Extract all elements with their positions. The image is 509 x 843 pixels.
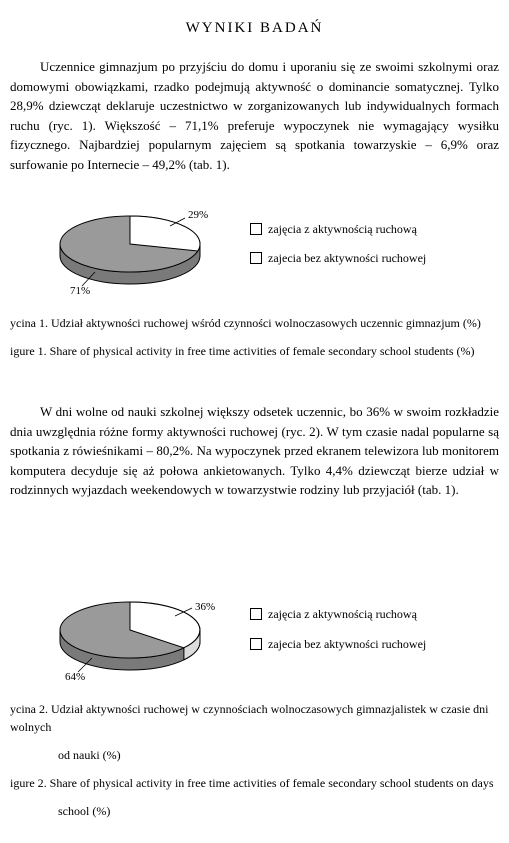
- chart-1: 29% 71% zajęcia z aktywnością ruchową za…: [40, 194, 499, 304]
- caption-2-pl-b: od nauki (%): [10, 746, 499, 764]
- caption-2-en-a: igure 2. Share of physical activity in f…: [10, 774, 499, 792]
- legend-swatch: [250, 638, 262, 650]
- legend-swatch: [250, 608, 262, 620]
- svg-text:64%: 64%: [65, 671, 85, 683]
- legend-item: zajęcia z aktywnością ruchową: [250, 605, 426, 624]
- pie-chart-2: 36% 64%: [40, 580, 220, 690]
- svg-text:29%: 29%: [188, 209, 208, 221]
- legend-label: zajecia bez aktywności ruchowej: [268, 635, 426, 654]
- caption-1-en: igure 1. Share of physical activity in f…: [10, 342, 499, 360]
- legend-2: zajęcia z aktywnością ruchową zajecia be…: [250, 605, 426, 663]
- caption-1-pl: ycina 1. Udział aktywności ruchowej wśró…: [10, 314, 499, 332]
- caption-2-pl-a: ycina 2. Udział aktywności ruchowej w cz…: [10, 700, 499, 736]
- chart-2: 36% 64% zajęcia z aktywnością ruchową za…: [40, 580, 499, 690]
- pie-chart-1: 29% 71%: [40, 194, 220, 304]
- legend-label: zajęcia z aktywnością ruchową: [268, 605, 417, 624]
- paragraph-2: W dni wolne od nauki szkolnej większy od…: [10, 402, 499, 500]
- legend-item: zajecia bez aktywności ruchowej: [250, 635, 426, 654]
- caption-2-en-b: school (%): [10, 802, 499, 820]
- legend-swatch: [250, 223, 262, 235]
- legend-item: zajęcia z aktywnością ruchową: [250, 220, 426, 239]
- legend-label: zajęcia z aktywnością ruchową: [268, 220, 417, 239]
- svg-text:36%: 36%: [195, 601, 215, 613]
- svg-text:71%: 71%: [70, 285, 90, 297]
- paragraph-1: Uczennice gimnazjum po przyjściu do domu…: [10, 57, 499, 174]
- section-title: WYNIKI BADAŃ: [10, 20, 499, 37]
- legend-1: zajęcia z aktywnością ruchową zajecia be…: [250, 220, 426, 278]
- legend-item: zajecia bez aktywności ruchowej: [250, 249, 426, 268]
- legend-swatch: [250, 252, 262, 264]
- legend-label: zajecia bez aktywności ruchowej: [268, 249, 426, 268]
